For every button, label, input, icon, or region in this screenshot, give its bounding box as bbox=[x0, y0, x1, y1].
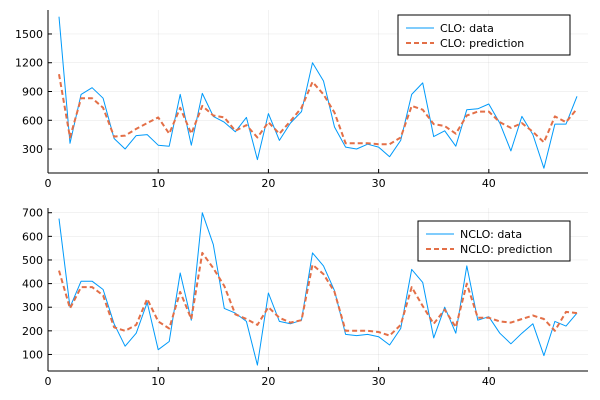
nclo-x-tick-label: 10 bbox=[151, 375, 165, 388]
nclo-y-tick-label: 200 bbox=[22, 325, 43, 338]
nclo-x-tick-label: 30 bbox=[372, 375, 386, 388]
nclo-panel: 0 10 20 30 40 100 200 300 400 500 600 700 NCLO: data… bbox=[22, 207, 588, 388]
clo-x-tick-label: 20 bbox=[261, 177, 275, 190]
nclo-legend-label: NCLO: data bbox=[460, 228, 522, 241]
clo-x-tick-label: 0 bbox=[45, 177, 52, 190]
clo-prediction-series-line bbox=[58, 74, 578, 146]
clo-y-tick-label: 600 bbox=[22, 114, 43, 127]
nclo-prediction-series-line bbox=[58, 251, 578, 337]
clo-y-tick-label: 1500 bbox=[15, 28, 43, 41]
clo-panel: 0 10 20 30 40 300 600 900 1200 1500 CLO: data CLO: … bbox=[15, 10, 588, 190]
clo-y-tick-label: 1200 bbox=[15, 57, 43, 70]
nclo-legend bbox=[417, 220, 571, 262]
nclo-x-tick-label: 0 bbox=[45, 375, 52, 388]
nclo-legend-label: NCLO: prediction bbox=[460, 243, 553, 256]
clo-legend-label: CLO: prediction bbox=[440, 37, 524, 50]
nclo-x-tick-label: 20 bbox=[261, 375, 275, 388]
nclo-x-tick-label: 40 bbox=[482, 375, 496, 388]
clo-legend bbox=[397, 14, 571, 56]
clo-x-tick-label: 10 bbox=[151, 177, 165, 190]
clo-y-tick-label: 300 bbox=[22, 143, 43, 156]
nclo-y-tick-label: 400 bbox=[22, 278, 43, 291]
nclo-y-tick-label: 300 bbox=[22, 301, 43, 314]
clo-data-series-line bbox=[58, 16, 578, 169]
clo-y-tick-label: 900 bbox=[22, 86, 43, 99]
nclo-y-tick-label: 100 bbox=[22, 348, 43, 361]
nclo-y-tick-label: 600 bbox=[22, 230, 43, 243]
nclo-y-tick-label: 700 bbox=[22, 207, 43, 220]
clo-x-tick-label: 40 bbox=[482, 177, 496, 190]
clo-legend-label: CLO: data bbox=[440, 22, 494, 35]
clo-x-tick-label: 30 bbox=[372, 177, 386, 190]
nclo-y-tick-label: 500 bbox=[22, 254, 43, 267]
